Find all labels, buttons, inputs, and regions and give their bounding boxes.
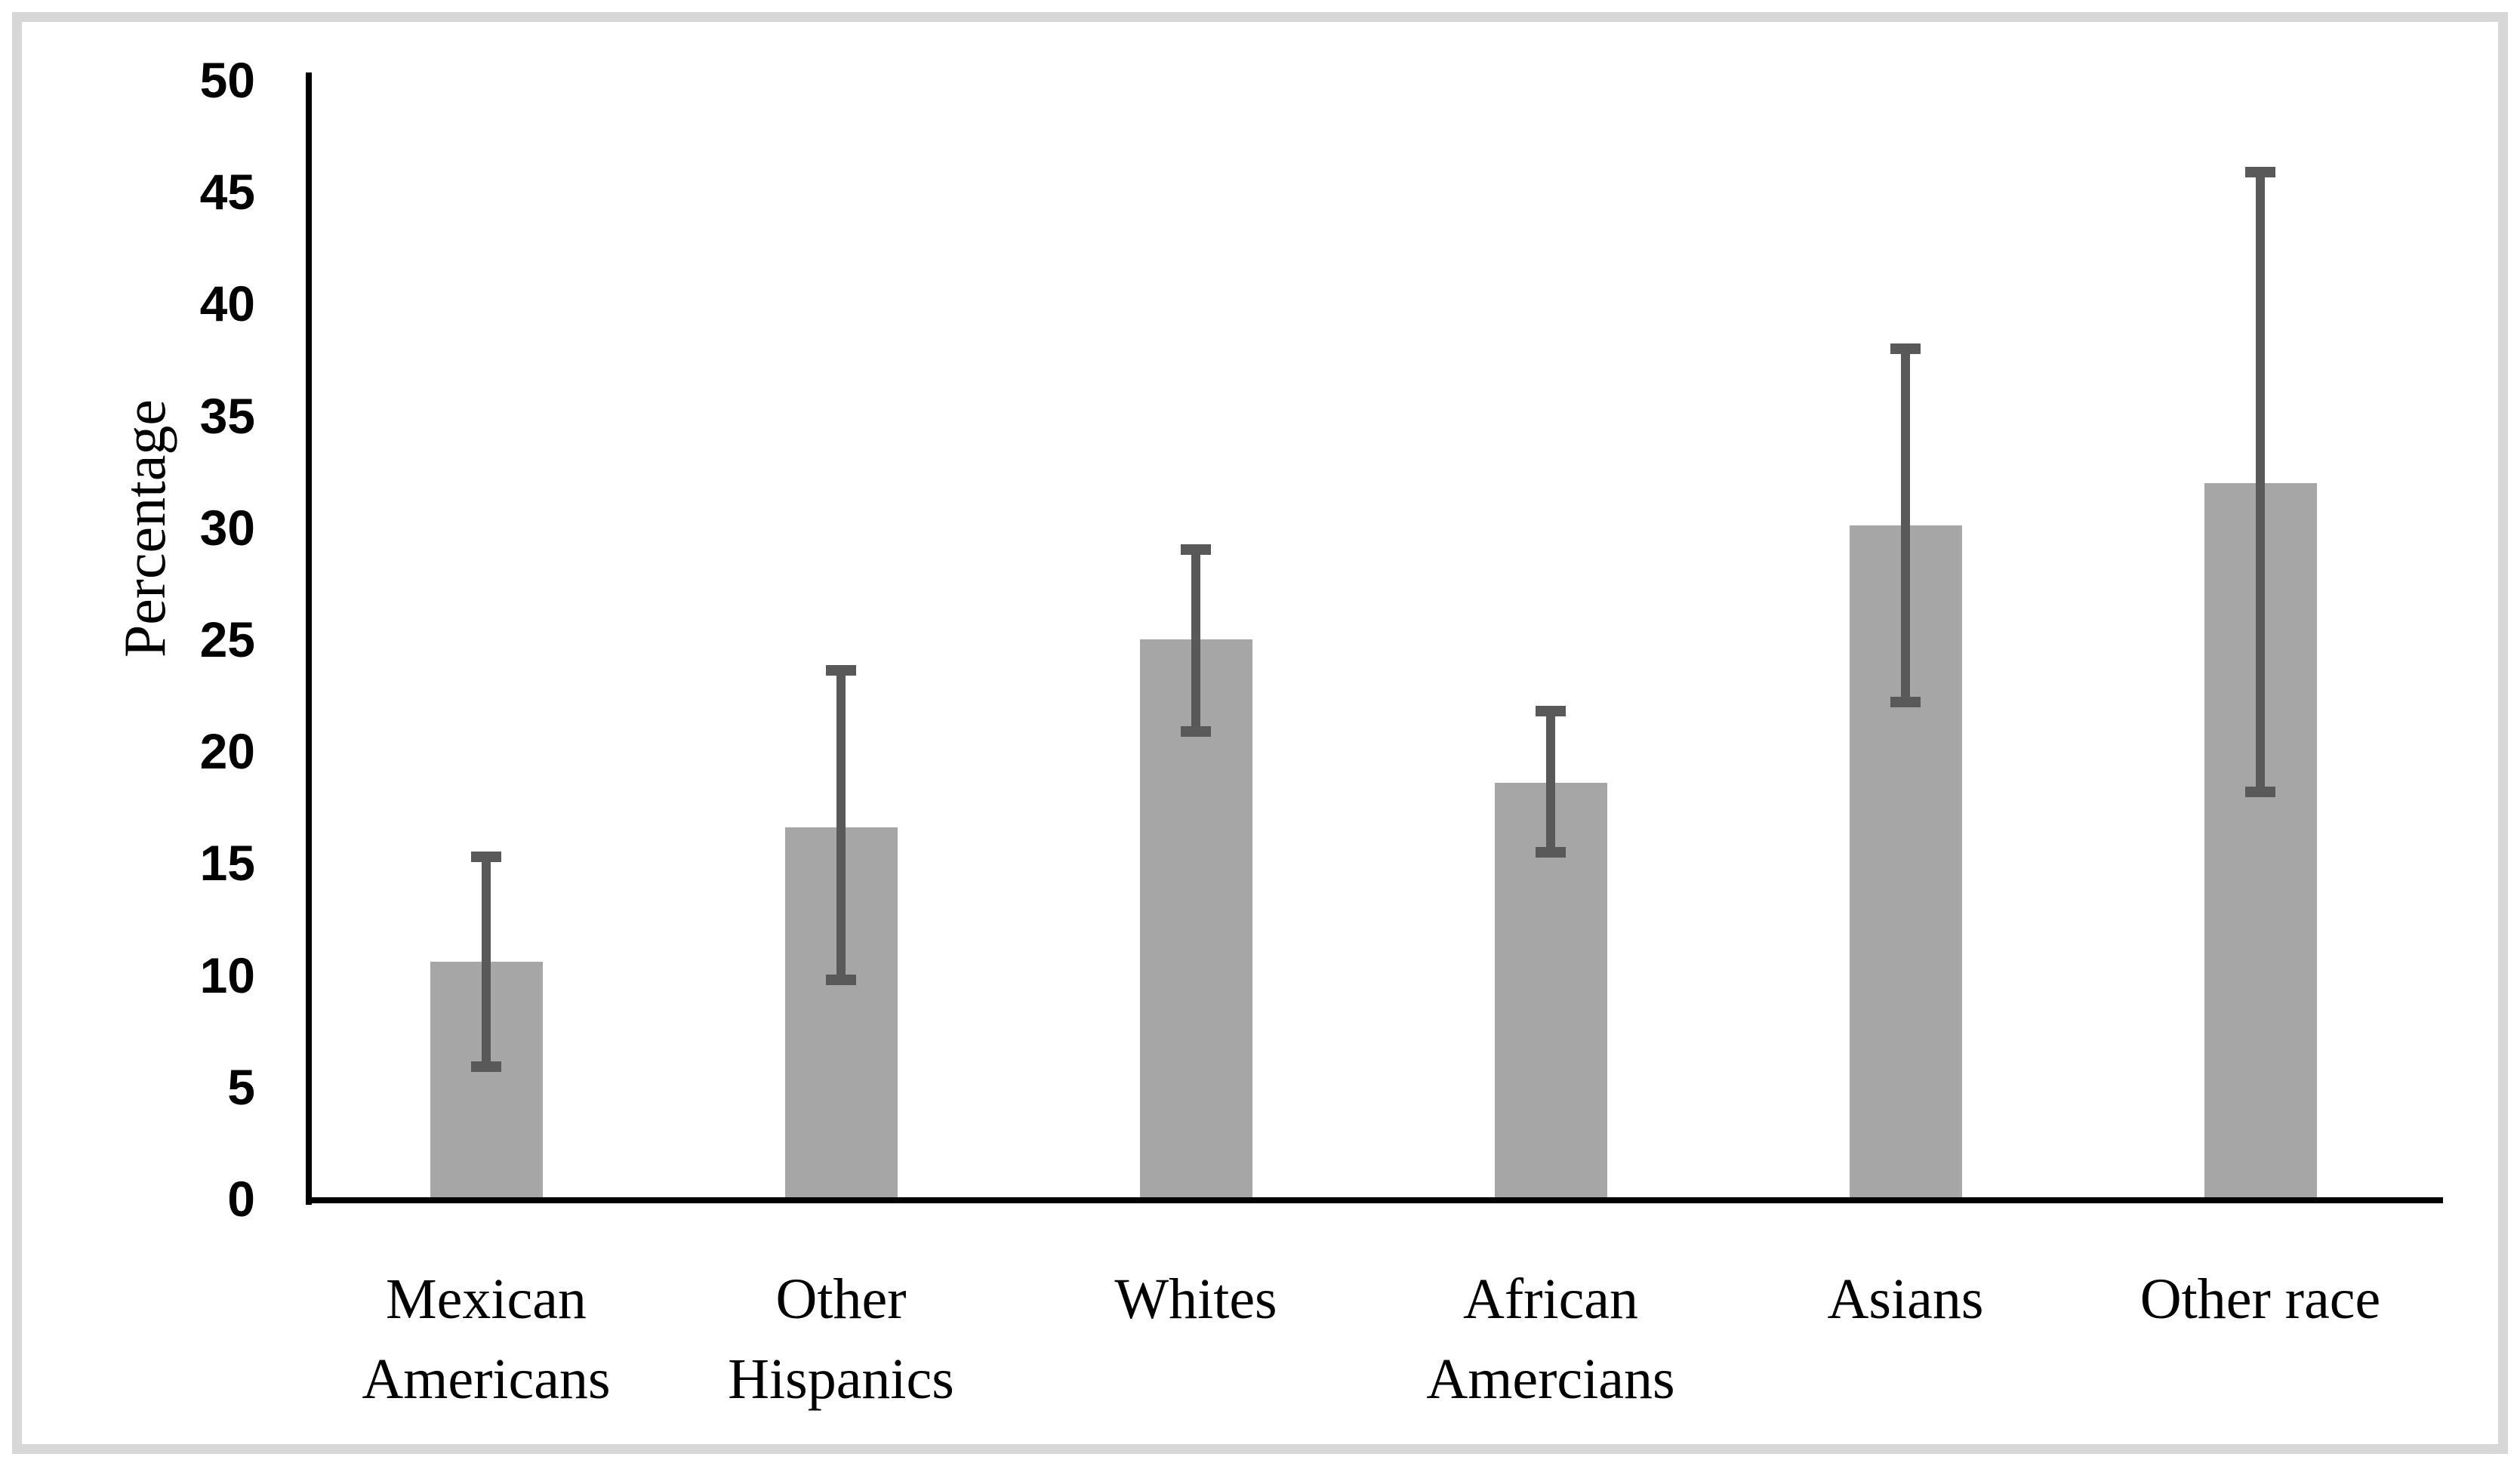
error-bar-line-2 [836, 670, 846, 979]
y-axis-tick-label: 40 [199, 276, 255, 332]
y-axis-tick-label: 45 [199, 164, 255, 220]
figure-border [12, 12, 2508, 1454]
error-bar-cap-bottom-2 [826, 975, 856, 985]
y-axis-tick-label: 30 [199, 499, 255, 556]
category-label-line: Asians [1827, 1267, 1984, 1331]
x-axis-line [306, 1197, 2443, 1203]
category-label-line: Hispanics [728, 1347, 954, 1411]
error-bar-line-5 [1901, 349, 1910, 702]
error-bar-cap-top-1 [471, 852, 501, 862]
category-label-3: Whites [947, 1259, 1445, 1339]
category-label-line: Amercians [1426, 1347, 1675, 1411]
category-label-4: African Amercians [1302, 1259, 1800, 1419]
y-axis-tick-label: 0 [227, 1171, 255, 1227]
y-axis-line [306, 72, 312, 1205]
y-axis-tick-label: 15 [199, 835, 255, 892]
error-bar-cap-top-3 [1181, 544, 1211, 555]
error-bar-cap-bottom-5 [1890, 697, 1921, 707]
y-axis-tick-label: 10 [199, 947, 255, 1003]
error-bar-cap-top-6 [2245, 167, 2275, 177]
y-axis-tick-label: 5 [227, 1058, 255, 1115]
error-bar-cap-bottom-3 [1181, 726, 1211, 737]
error-bar-line-6 [2256, 172, 2265, 792]
error-bar-line-1 [482, 857, 491, 1067]
category-label-line: Other [775, 1267, 907, 1331]
category-label-1: Mexican Americans [237, 1259, 735, 1419]
category-label-line: Mexican [386, 1267, 587, 1331]
category-label-6: Other race [2011, 1259, 2509, 1339]
y-axis-tick-label: 35 [199, 387, 255, 444]
category-label-2: Other Hispanics [592, 1259, 1090, 1419]
y-axis-tick-label: 20 [199, 723, 255, 780]
error-bar-cap-top-2 [826, 665, 856, 676]
y-axis-tick-label: 25 [199, 611, 255, 667]
error-bar-cap-top-5 [1890, 343, 1921, 354]
category-label-line: Americans [362, 1347, 611, 1411]
y-axis-title: Percentage [112, 399, 177, 658]
y-axis-tick-label: 50 [199, 52, 255, 108]
category-label-line: Other race [2140, 1267, 2381, 1331]
error-bar-cap-bottom-6 [2245, 787, 2275, 797]
error-bar-cap-bottom-1 [471, 1061, 501, 1072]
error-bar-cap-top-4 [1536, 706, 1566, 716]
category-label-line: African [1462, 1267, 1639, 1331]
category-label-line: Whites [1114, 1267, 1277, 1331]
category-label-5: Asians [1656, 1259, 2155, 1339]
error-bar-cap-bottom-4 [1536, 847, 1566, 858]
error-bar-line-3 [1191, 550, 1200, 731]
error-bar-line-4 [1546, 711, 1555, 852]
